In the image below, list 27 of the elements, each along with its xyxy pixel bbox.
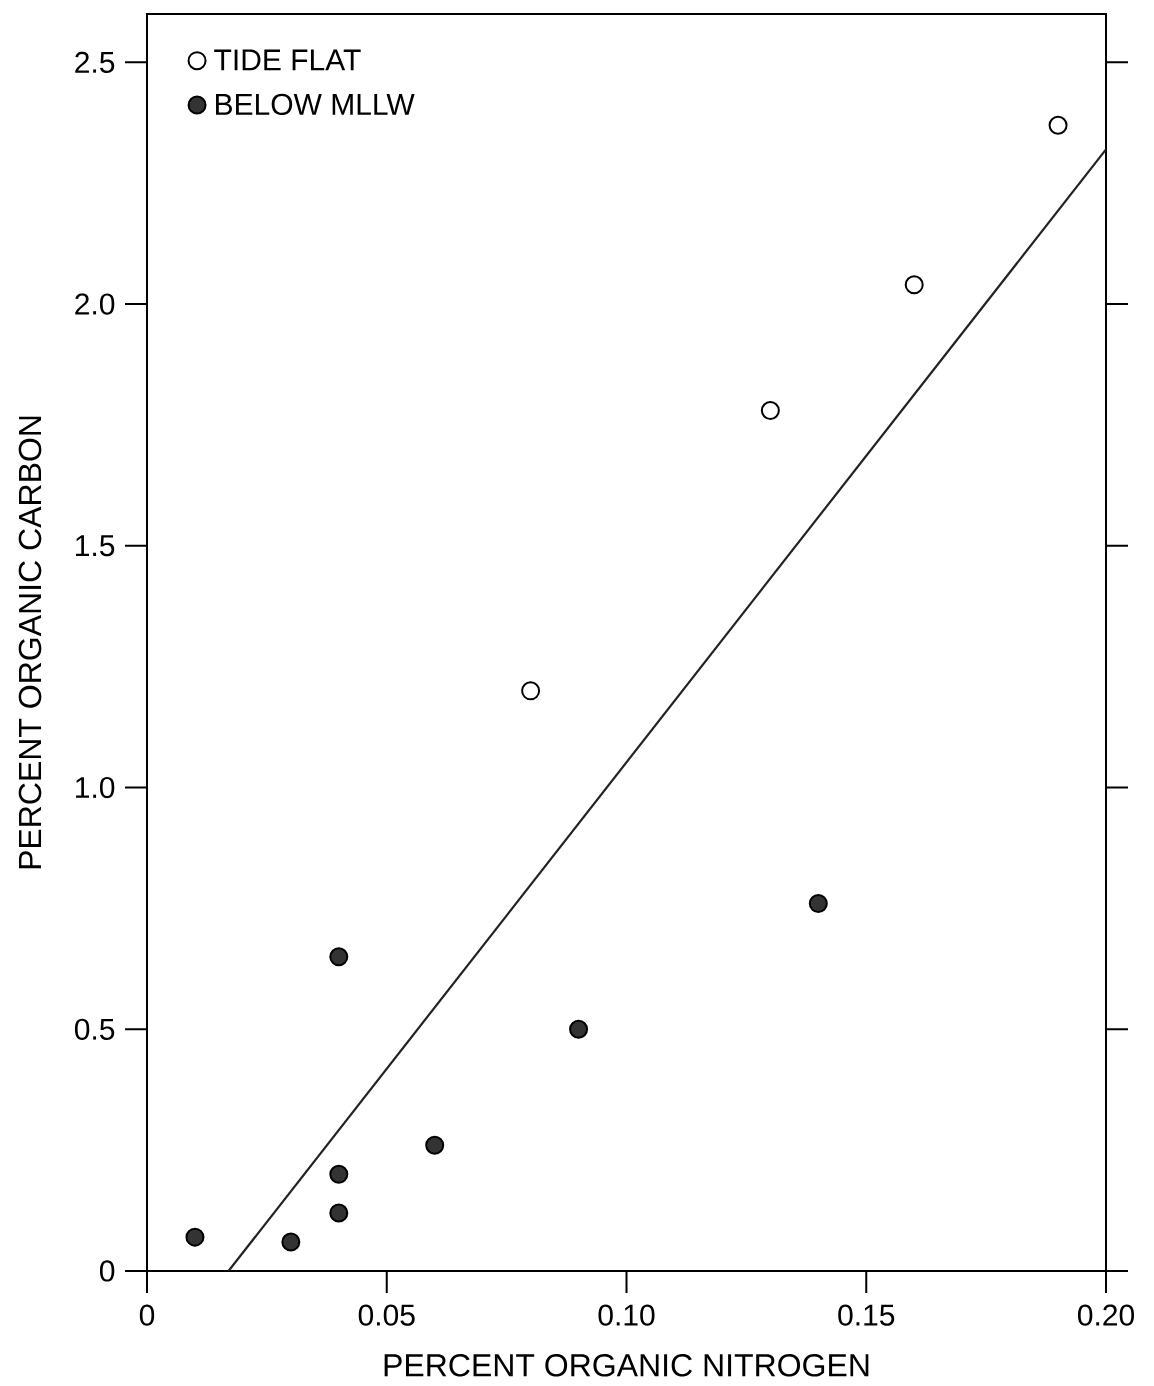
point bbox=[329, 1203, 349, 1223]
x-tick-label: 0 bbox=[139, 1304, 155, 1326]
point bbox=[329, 1164, 349, 1184]
point bbox=[281, 1232, 301, 1252]
point bbox=[808, 894, 828, 914]
x-tick-label: 0.10 bbox=[598, 1304, 655, 1326]
legend-label: BELOW MLLW bbox=[216, 93, 415, 115]
point bbox=[185, 1227, 205, 1247]
legend-label: TIDE FLAT bbox=[214, 49, 361, 71]
y-tick-label: 0.5 bbox=[74, 1018, 115, 1040]
point bbox=[521, 681, 541, 701]
y-tick-label: 1.5 bbox=[76, 535, 115, 557]
point bbox=[760, 400, 780, 420]
x-tick-label: 0.20 bbox=[1077, 1304, 1135, 1326]
y-tick-label: 2.0 bbox=[75, 293, 115, 315]
y-tick-label: 2.5 bbox=[75, 51, 115, 73]
point bbox=[425, 1135, 445, 1155]
y-tick-label: 1.0 bbox=[76, 776, 115, 799]
y-axis-title: PERCENT ORGANIC CARBON bbox=[18, 416, 42, 869]
point bbox=[569, 1019, 589, 1039]
point bbox=[1048, 115, 1068, 135]
x-tick-label: 0.15 bbox=[838, 1304, 895, 1326]
y-tick-label: 0 bbox=[99, 1260, 115, 1282]
point bbox=[329, 947, 349, 967]
x-axis-title: PERCENT ORGANIC NITROGEN bbox=[384, 1353, 869, 1377]
x-tick-label: 0.05 bbox=[358, 1304, 415, 1326]
point bbox=[904, 275, 924, 295]
